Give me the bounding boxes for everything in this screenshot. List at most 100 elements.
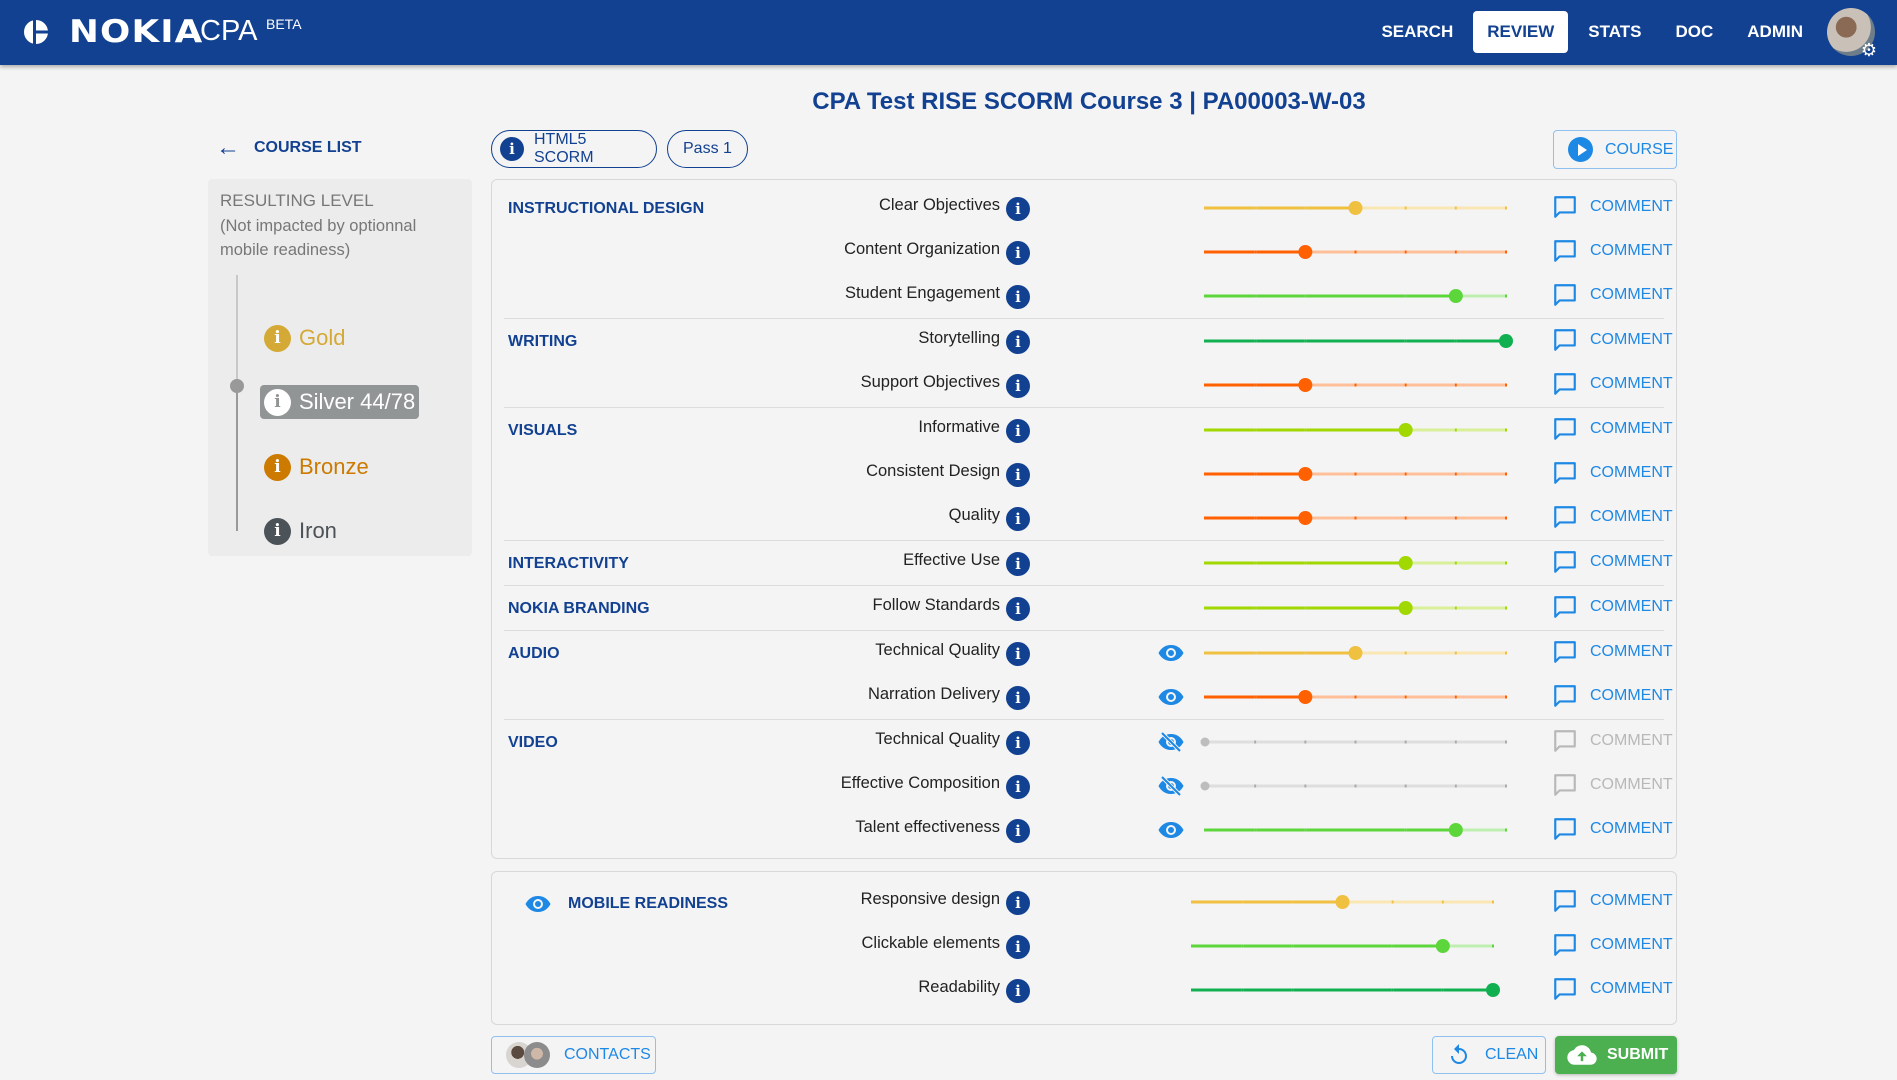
info-icon[interactable]: i [1006, 731, 1030, 755]
comment-button[interactable]: COMMENT [1552, 371, 1673, 397]
format-chip[interactable]: i HTML5 SCORM [491, 130, 657, 168]
slider-thumb[interactable] [1435, 939, 1450, 953]
score-slider[interactable] [1200, 778, 1507, 791]
comment-button[interactable]: COMMENT [1552, 888, 1673, 914]
clean-button[interactable]: CLEAN [1432, 1036, 1546, 1074]
slider-thumb[interactable] [1398, 423, 1413, 437]
score-slider[interactable] [1191, 894, 1494, 909]
info-icon[interactable]: i [1006, 979, 1030, 1003]
course-button[interactable]: COURSE [1553, 130, 1677, 169]
comment-button[interactable]: COMMENT [1552, 639, 1673, 665]
info-icon[interactable]: i [1006, 935, 1030, 959]
score-slider[interactable] [1204, 244, 1507, 259]
slider-tick [1304, 740, 1307, 744]
eye-icon[interactable] [524, 894, 552, 914]
comment-button[interactable]: COMMENT [1552, 816, 1673, 842]
slider-thumb[interactable] [1335, 895, 1350, 909]
info-icon[interactable]: i [1006, 775, 1030, 799]
info-icon[interactable]: i [1006, 642, 1030, 666]
slider-thumb[interactable] [1499, 334, 1513, 348]
info-icon[interactable]: i [1006, 819, 1030, 843]
comment-button[interactable]: COMMENT [1552, 932, 1673, 958]
info-icon[interactable]: i [1006, 241, 1030, 265]
comment-button[interactable]: COMMENT [1552, 327, 1673, 353]
slider-thumb[interactable] [1486, 983, 1500, 997]
slider-tick [1204, 472, 1206, 476]
slider-thumb[interactable] [1298, 378, 1313, 392]
slider-thumb[interactable] [1348, 201, 1363, 215]
info-icon[interactable]: i [1006, 330, 1030, 354]
comment-button[interactable]: COMMENT [1552, 594, 1673, 620]
slider-tick [1404, 828, 1407, 832]
info-icon[interactable]: i [1006, 552, 1030, 576]
eye-off-icon[interactable] [1157, 775, 1185, 797]
nav-stats[interactable]: STATS [1588, 22, 1642, 41]
nav-admin[interactable]: ADMIN [1747, 22, 1803, 41]
score-slider[interactable] [1200, 734, 1507, 747]
level-gold[interactable]: i Gold [260, 321, 349, 355]
comment-button[interactable]: COMMENT [1552, 282, 1673, 308]
info-icon[interactable]: i [1006, 374, 1030, 398]
eye-icon[interactable] [1157, 687, 1185, 707]
contacts-button[interactable]: CONTACTS [491, 1036, 656, 1074]
slider-thumb[interactable] [1448, 823, 1463, 837]
score-slider[interactable] [1204, 377, 1507, 392]
score-slider[interactable] [1204, 645, 1507, 660]
info-icon[interactable]: i [1006, 507, 1030, 531]
info-icon[interactable]: i [1006, 463, 1030, 487]
comment-button[interactable]: COMMENT [1552, 460, 1673, 486]
comment-button[interactable]: COMMENT [1552, 238, 1673, 264]
level-silver[interactable]: i Silver 44/78 [260, 385, 420, 419]
slider-thumb[interactable] [1348, 646, 1363, 660]
level-iron[interactable]: i Iron [260, 514, 341, 548]
score-slider[interactable] [1204, 689, 1507, 704]
comment-icon [1554, 774, 1576, 796]
nav-search[interactable]: SEARCH [1381, 22, 1454, 41]
course-list-link[interactable]: ← COURSE LIST [216, 136, 362, 160]
info-icon[interactable]: i [1006, 419, 1030, 443]
score-slider[interactable] [1204, 288, 1507, 303]
nav-doc[interactable]: DOC [1675, 22, 1714, 41]
score-slider[interactable] [1204, 466, 1507, 481]
user-avatar[interactable]: ⚙ [1827, 8, 1877, 60]
slider-thumb[interactable] [1398, 556, 1413, 570]
score-slider[interactable] [1204, 555, 1507, 570]
slider-thumb[interactable] [1448, 289, 1463, 303]
info-icon[interactable]: i [1006, 891, 1030, 915]
eye-off-icon[interactable] [1157, 731, 1185, 753]
slider-thumb[interactable] [1200, 781, 1210, 791]
eye-icon[interactable] [1157, 643, 1185, 663]
comment-button[interactable]: COMMENT [1552, 416, 1673, 442]
info-icon[interactable]: i [1006, 686, 1030, 710]
slider-thumb[interactable] [1298, 245, 1313, 259]
score-slider[interactable] [1204, 510, 1507, 525]
info-icon[interactable]: i [1006, 197, 1030, 221]
info-icon[interactable]: i [1006, 597, 1030, 621]
mobile-readiness-toggle[interactable]: MOBILE READINESS [524, 894, 728, 914]
level-bronze[interactable]: i Bronze [260, 450, 373, 484]
comment-button[interactable]: COMMENT [1552, 504, 1673, 530]
eye-icon[interactable] [1157, 820, 1185, 840]
comment-button[interactable]: COMMENT [1552, 976, 1673, 1002]
slider-thumb[interactable] [1298, 690, 1313, 704]
score-slider[interactable] [1191, 938, 1494, 953]
score-slider[interactable] [1204, 333, 1513, 348]
score-slider[interactable] [1204, 822, 1507, 837]
pass-chip[interactable]: Pass 1 [667, 130, 748, 168]
submit-button[interactable]: SUBMIT [1555, 1036, 1677, 1074]
comment-button[interactable]: COMMENT [1552, 683, 1673, 709]
nav-review[interactable]: REVIEW [1473, 11, 1569, 53]
score-slider[interactable] [1191, 982, 1500, 997]
slider-thumb[interactable] [1298, 467, 1313, 481]
criterion-name: Follow Standards [872, 596, 1000, 614]
score-slider[interactable] [1204, 200, 1507, 215]
slider-thumb[interactable] [1398, 601, 1413, 615]
slider-tick [1404, 472, 1407, 476]
slider-thumb[interactable] [1298, 511, 1313, 525]
info-icon[interactable]: i [1006, 285, 1030, 309]
slider-thumb[interactable] [1200, 737, 1210, 747]
comment-button[interactable]: COMMENT [1552, 194, 1673, 220]
score-slider[interactable] [1204, 422, 1507, 437]
score-slider[interactable] [1204, 600, 1507, 615]
comment-button[interactable]: COMMENT [1552, 549, 1673, 575]
